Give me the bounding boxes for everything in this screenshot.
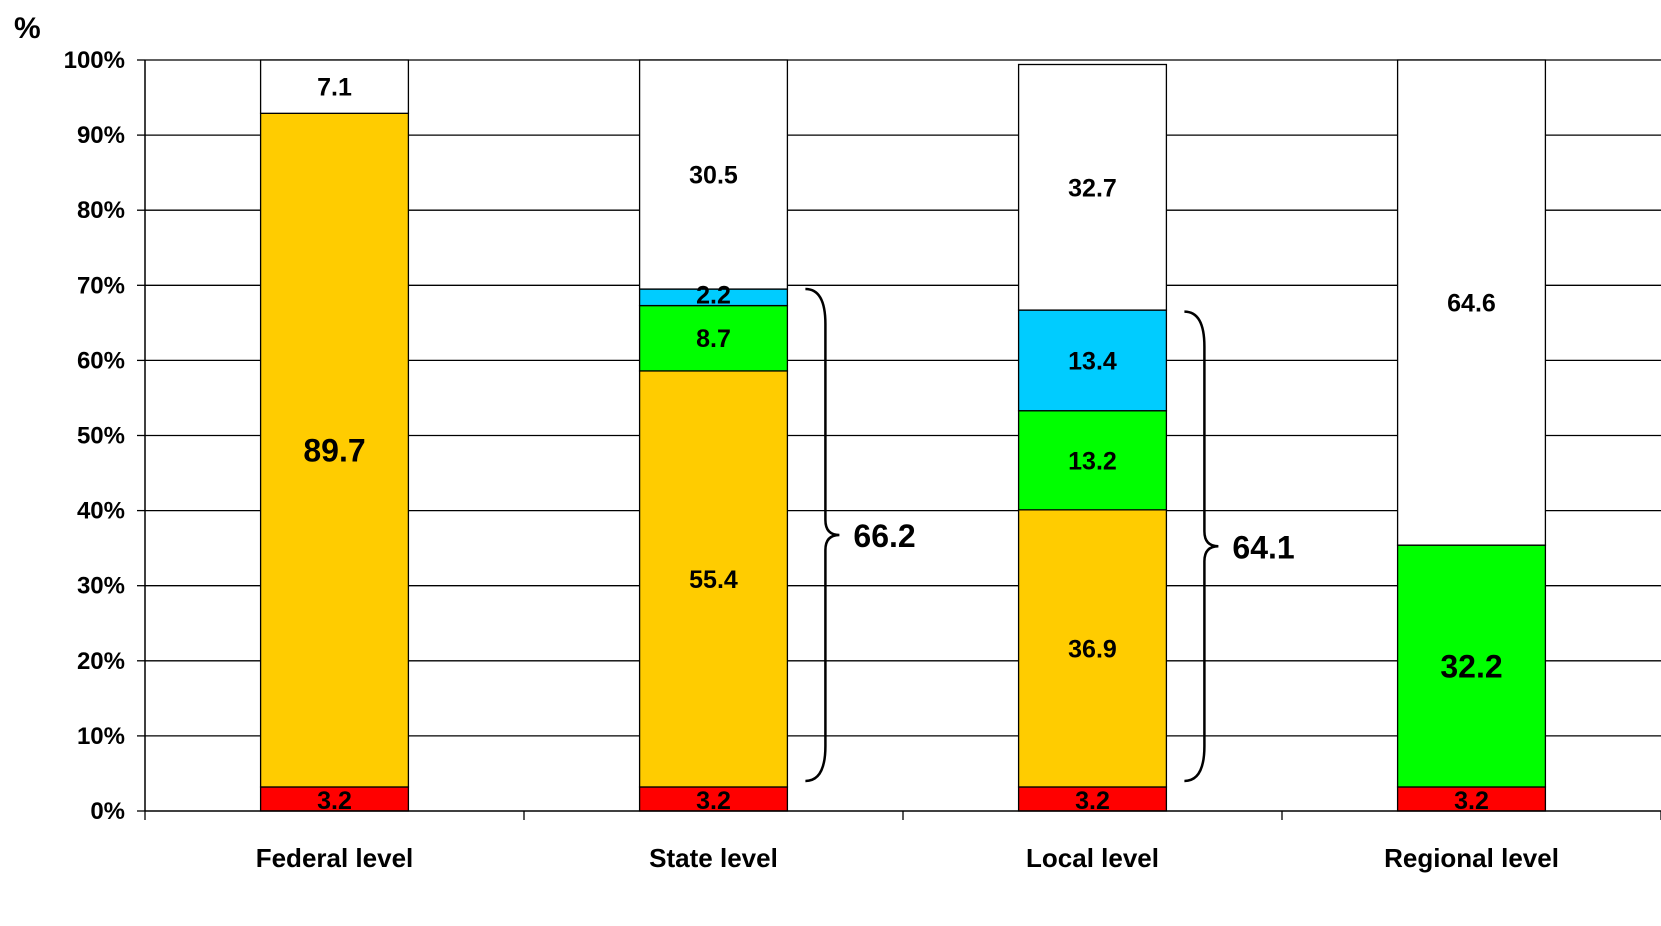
y-tick-label: 30% xyxy=(77,573,125,600)
bar-segment xyxy=(638,59,789,290)
segment-labels: 3.289.77.13.255.48.72.230.53.236.913.213… xyxy=(303,74,1502,815)
bar-value-label: 64.6 xyxy=(1447,290,1496,318)
y-tick-label: 70% xyxy=(77,272,125,299)
bar-segment xyxy=(1017,509,1168,788)
bar-value-label: 32.7 xyxy=(1068,174,1117,202)
x-category-label: Federal level xyxy=(256,843,414,873)
brace-total-label: 64.1 xyxy=(1232,529,1294,565)
brace xyxy=(1184,310,1219,783)
axes: 0% 10% 20% 30% 40% 50% 60% 70% 80% 90% 100% Federal… xyxy=(64,47,1661,873)
x-category-label: State level xyxy=(649,843,778,873)
bars xyxy=(259,59,1547,812)
bar-segment xyxy=(1396,59,1547,546)
y-tick-label: 80% xyxy=(77,197,125,224)
bar-segment xyxy=(1017,63,1168,311)
y-tick-label: 20% xyxy=(77,648,125,675)
y-tick-label: 60% xyxy=(77,347,125,374)
bar-segment xyxy=(1017,410,1168,511)
bar-value-label: 55.4 xyxy=(689,566,738,594)
bar-segment xyxy=(638,304,789,372)
y-tick-label: 90% xyxy=(77,122,125,149)
bar-segment xyxy=(638,370,789,788)
bar-value-label: 30.5 xyxy=(689,162,738,190)
brace-total-label: 66.2 xyxy=(853,518,915,554)
y-tick-label: 100% xyxy=(64,47,125,74)
bar-segment xyxy=(1396,544,1547,788)
bar-value-label: 36.9 xyxy=(1068,635,1117,663)
brace xyxy=(805,287,840,783)
bar-value-label: 13.2 xyxy=(1068,447,1117,475)
bar-segment xyxy=(638,786,789,812)
x-category-label: Regional level xyxy=(1384,843,1559,873)
bar-value-label: 7.1 xyxy=(317,74,352,102)
bar-value-label: 89.7 xyxy=(303,433,365,469)
x-category-label: Local level xyxy=(1026,843,1159,873)
bar-segment xyxy=(1396,786,1547,812)
y-tick-label: 10% xyxy=(77,723,125,750)
bar-value-label: 2.2 xyxy=(696,282,731,310)
bar-value-label: 32.2 xyxy=(1440,649,1502,685)
bar-segment xyxy=(259,59,410,114)
bar-value-label: 13.4 xyxy=(1068,347,1117,375)
y-tick-label: 0% xyxy=(90,798,125,825)
y-tick-label: 40% xyxy=(77,498,125,525)
y-tick-label: 50% xyxy=(77,423,125,450)
bar-value-label: 8.7 xyxy=(696,325,731,353)
y-axis-unit-label: % xyxy=(14,12,41,45)
bar-segment xyxy=(1017,786,1168,812)
bar-segment xyxy=(259,112,410,788)
